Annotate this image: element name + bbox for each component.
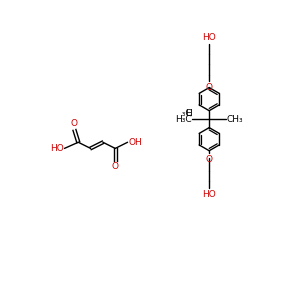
Text: O: O [206, 154, 213, 164]
Text: H: H [185, 109, 191, 118]
Text: O: O [70, 119, 77, 128]
Text: O: O [206, 83, 213, 92]
Text: OH: OH [128, 138, 142, 147]
Text: O: O [112, 162, 119, 171]
Text: H₃C: H₃C [175, 115, 191, 124]
Text: HO: HO [202, 33, 216, 42]
Text: ₃C: ₃C [176, 109, 191, 118]
Text: HO: HO [50, 144, 64, 153]
Text: HO: HO [202, 190, 216, 199]
Text: CH₃: CH₃ [227, 115, 244, 124]
